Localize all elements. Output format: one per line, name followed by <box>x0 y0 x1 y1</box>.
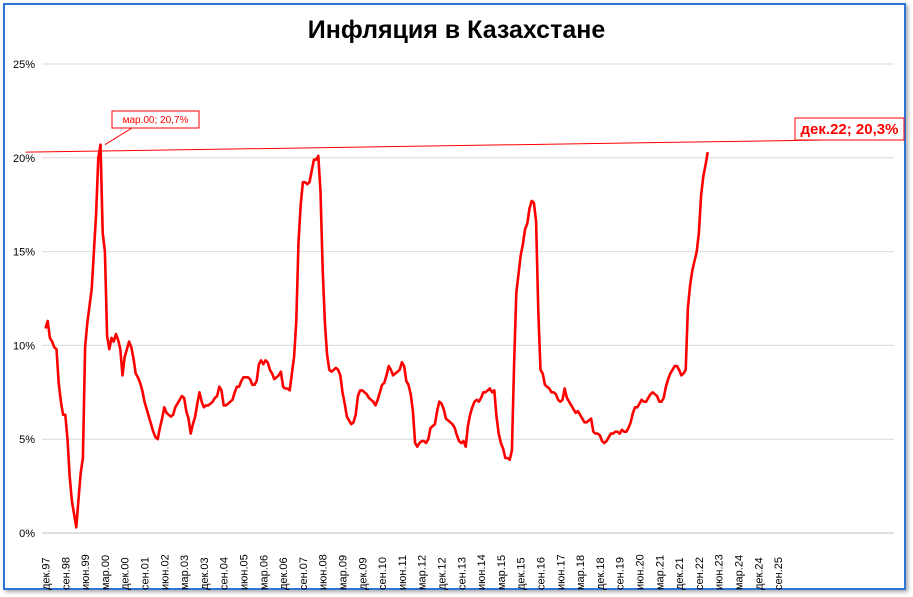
annotation-label: дек.22; 20,3% <box>801 121 899 138</box>
x-axis-tick-labels: дек.97 сен.98 июн.99 мар.00 дек.00 сен.01 июн.… <box>41 554 786 590</box>
x-tick-label: дек.09 <box>357 557 369 590</box>
x-tick-label: мар.03 <box>179 555 191 590</box>
y-tick-label: 25% <box>13 59 35 71</box>
x-tick-label: сен.22 <box>694 557 706 590</box>
x-tick-label: дек.06 <box>278 557 290 590</box>
annotation-mar00: мар.00; 20,7% <box>104 110 200 146</box>
x-tick-label: мар.21 <box>654 555 666 590</box>
x-tick-label: мар.09 <box>338 555 350 590</box>
y-tick-label: 10% <box>13 340 35 352</box>
x-tick-label: мар.06 <box>258 555 270 590</box>
x-tick-label: июн.11 <box>397 555 409 590</box>
x-tick-label: июн.20 <box>635 554 647 590</box>
x-tick-label: дек.24 <box>753 557 765 590</box>
annotations: мар.00; 20,7% дек.22; 20,3% <box>25 110 905 153</box>
x-tick-label: сен.25 <box>773 557 785 590</box>
x-tick-label: сен.10 <box>377 557 389 590</box>
y-tick-label: 0% <box>19 528 35 540</box>
x-tick-label: июн.23 <box>714 554 726 590</box>
x-tick-label: июн.05 <box>239 554 251 590</box>
x-tick-label: мар.18 <box>575 555 587 590</box>
x-tick-label: мар.24 <box>734 555 746 590</box>
gridlines <box>42 63 894 440</box>
inflation-series-line <box>44 143 709 529</box>
x-tick-label: июн.99 <box>80 554 92 590</box>
annotation-dec22: дек.22; 20,3% <box>25 117 905 153</box>
x-tick-label: сен.16 <box>536 557 548 590</box>
x-tick-label: дек.97 <box>41 557 53 590</box>
x-tick-label: дек.12 <box>437 557 449 590</box>
x-tick-label: сен.07 <box>298 557 310 590</box>
y-axis-tick-labels: 0% 5% 10% 15% 20% 25% <box>13 59 35 540</box>
x-tick-label: дек.21 <box>674 557 686 590</box>
y-tick-label: 15% <box>13 247 35 259</box>
chart-title: Инфляция в Казахстане <box>307 16 606 44</box>
x-tick-label: июн.08 <box>318 554 330 590</box>
y-tick-label: 20% <box>13 153 35 165</box>
x-tick-label: дек.18 <box>595 557 607 590</box>
x-tick-label: дек.03 <box>199 557 211 590</box>
x-tick-label: дек.15 <box>516 557 528 590</box>
x-tick-label: сен.19 <box>615 557 627 590</box>
x-tick-label: мар.15 <box>496 555 508 590</box>
x-tick-label: сен.98 <box>60 557 72 590</box>
x-tick-label: сен.13 <box>456 557 468 590</box>
chart-frame <box>3 3 906 590</box>
x-tick-label: июн.17 <box>555 554 567 590</box>
x-tick-label: июн.14 <box>476 554 488 590</box>
x-tick-label: июн.02 <box>159 554 171 590</box>
annotation-label: мар.00; 20,7% <box>123 115 189 126</box>
x-tick-label: мар.00 <box>100 555 112 590</box>
x-tick-label: мар.12 <box>417 555 429 590</box>
y-tick-label: 5% <box>19 434 35 446</box>
x-tick-label: дек.00 <box>120 557 132 590</box>
x-tick-label: сен.01 <box>140 557 152 590</box>
x-tick-label: сен.04 <box>219 557 231 590</box>
